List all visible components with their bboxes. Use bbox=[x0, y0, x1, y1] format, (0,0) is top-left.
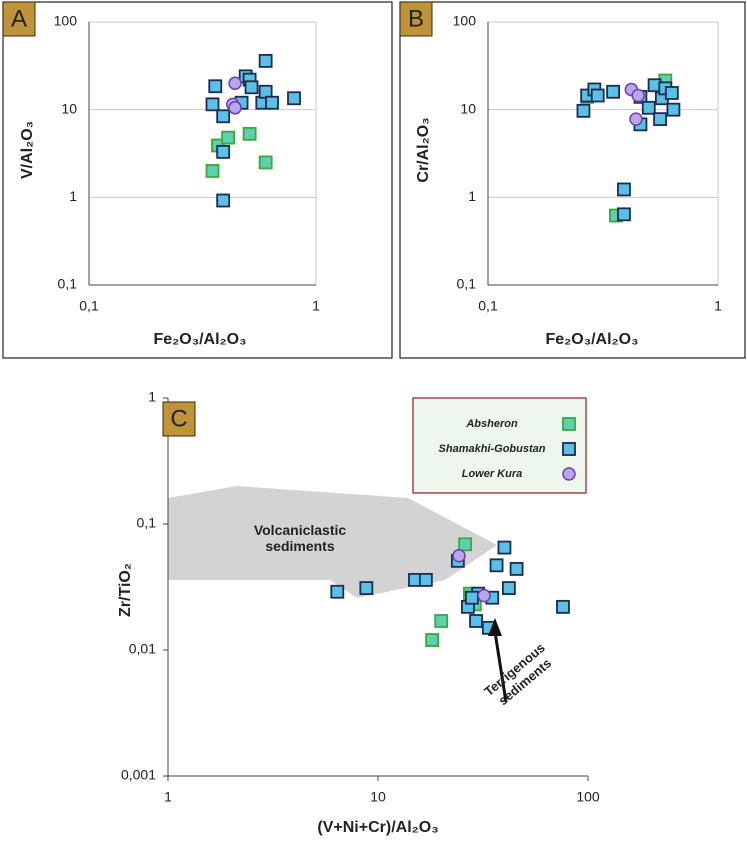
point bbox=[228, 101, 242, 115]
arrow-head bbox=[488, 618, 502, 636]
point bbox=[631, 88, 645, 103]
annotation: Volcaniclastic sediments bbox=[253, 522, 347, 554]
legend-label: Absheron bbox=[465, 418, 518, 430]
x-axis-title: Fe₂O₃/Al₂O₃ bbox=[153, 331, 246, 348]
plot-area bbox=[88, 21, 317, 286]
y-tick-label: 10 bbox=[460, 100, 476, 116]
y-axis-title: Cr/Al₂O₃ bbox=[415, 117, 432, 182]
x-tick-label: 0,1 bbox=[478, 298, 498, 314]
point bbox=[216, 193, 231, 208]
point bbox=[359, 581, 374, 595]
point bbox=[434, 614, 449, 628]
x-tick-label: 1 bbox=[164, 789, 172, 805]
panel-frame bbox=[2, 1, 393, 359]
y-tick-label: 0,1 bbox=[457, 276, 477, 292]
panel-tag bbox=[2, 1, 36, 37]
point bbox=[617, 182, 631, 197]
point bbox=[244, 80, 259, 95]
point bbox=[469, 614, 483, 628]
point bbox=[258, 155, 273, 170]
point bbox=[666, 102, 681, 117]
y-tick-label: 100 bbox=[453, 13, 477, 29]
point bbox=[221, 130, 236, 145]
point bbox=[641, 100, 656, 115]
point bbox=[497, 540, 512, 555]
point bbox=[216, 109, 231, 124]
legend-label: Lower Kura bbox=[462, 468, 523, 480]
x-tick-label: 1 bbox=[714, 298, 722, 314]
point bbox=[556, 599, 570, 614]
plot-area bbox=[487, 21, 719, 286]
point bbox=[489, 558, 504, 573]
panel-label: A bbox=[11, 5, 27, 32]
point bbox=[287, 91, 301, 106]
point bbox=[418, 573, 433, 587]
point bbox=[576, 103, 591, 118]
y-tick-label: 10 bbox=[61, 100, 77, 116]
legend bbox=[412, 397, 587, 494]
legend-marker bbox=[562, 467, 576, 481]
arrow bbox=[493, 631, 508, 703]
point bbox=[228, 76, 242, 91]
point bbox=[606, 84, 621, 99]
panel-tag bbox=[399, 1, 433, 37]
point bbox=[205, 164, 220, 178]
point bbox=[458, 537, 473, 552]
point bbox=[216, 144, 231, 159]
point bbox=[509, 562, 524, 576]
panel-frame bbox=[399, 1, 746, 359]
point bbox=[208, 79, 223, 94]
x-axis-title: (V+Ni+Cr)/Al₂O₃ bbox=[317, 819, 438, 836]
point bbox=[590, 88, 605, 103]
legend-label: Shamakhi-Gobustan bbox=[439, 443, 546, 455]
point bbox=[629, 112, 643, 126]
point bbox=[425, 633, 440, 647]
y-tick-label: 0,001 bbox=[121, 767, 156, 783]
point bbox=[617, 207, 631, 222]
point bbox=[258, 53, 273, 68]
point bbox=[501, 581, 516, 595]
y-tick-label: 0,01 bbox=[129, 641, 156, 657]
y-tick-label: 1 bbox=[69, 188, 77, 204]
x-tick-label: 1 bbox=[312, 298, 320, 314]
point bbox=[452, 548, 466, 563]
x-tick-label: 0,1 bbox=[79, 298, 99, 314]
panel-tag bbox=[162, 401, 196, 437]
y-tick-label: 0,1 bbox=[137, 515, 157, 531]
panel-label: C bbox=[170, 405, 187, 432]
legend-marker bbox=[562, 417, 576, 431]
point bbox=[465, 590, 479, 605]
x-tick-label: 10 bbox=[370, 789, 386, 805]
x-tick-label: 100 bbox=[576, 789, 600, 805]
panel-label: B bbox=[408, 5, 424, 32]
point bbox=[242, 126, 257, 141]
point bbox=[330, 584, 345, 599]
point bbox=[265, 95, 279, 110]
volcaniclastic-field bbox=[168, 486, 497, 598]
y-tick-label: 100 bbox=[54, 13, 78, 29]
y-tick-label: 1 bbox=[148, 389, 156, 405]
y-axis-title: Zr/TiO₂ bbox=[117, 563, 134, 617]
x-axis-title: Fe₂O₃/Al₂O₃ bbox=[545, 331, 638, 348]
y-tick-label: 0,1 bbox=[58, 276, 78, 292]
y-tick-label: 1 bbox=[468, 188, 476, 204]
point bbox=[653, 112, 667, 127]
y-axis-title: V/Al₂O₃ bbox=[19, 121, 36, 179]
point bbox=[664, 86, 679, 100]
legend-marker bbox=[562, 442, 576, 456]
point bbox=[477, 588, 491, 603]
point bbox=[205, 97, 220, 112]
